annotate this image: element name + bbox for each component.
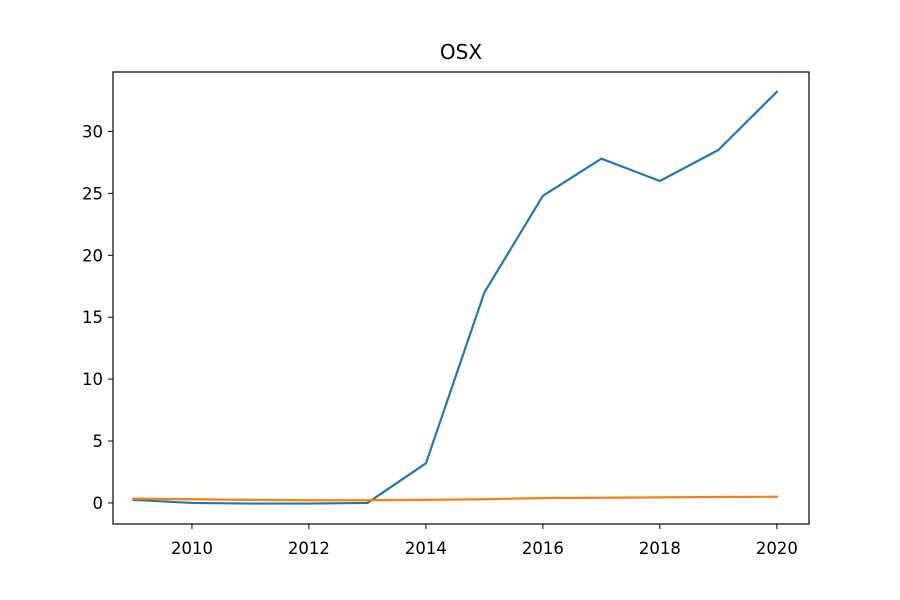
plot-frame bbox=[112, 71, 810, 525]
chart-title: OSX bbox=[440, 40, 482, 64]
x-tick-label: 2018 bbox=[639, 539, 681, 558]
x-tick-label: 2016 bbox=[522, 539, 564, 558]
y-tick-label: 30 bbox=[82, 122, 103, 141]
x-tick-label: 2012 bbox=[288, 539, 330, 558]
y-tick-label: 15 bbox=[82, 308, 103, 327]
x-tick-label: 2020 bbox=[756, 539, 798, 558]
x-tick-label: 2014 bbox=[405, 539, 447, 558]
y-tick-label: 25 bbox=[82, 184, 103, 203]
y-tick-label: 0 bbox=[93, 494, 104, 513]
series-line-1 bbox=[132, 90, 779, 505]
y-tick-label: 20 bbox=[82, 246, 103, 265]
x-tick-label: 2010 bbox=[171, 539, 213, 558]
y-tick-label: 5 bbox=[93, 432, 104, 451]
series-line-2 bbox=[132, 495, 778, 502]
y-tick-label: 10 bbox=[82, 370, 103, 389]
